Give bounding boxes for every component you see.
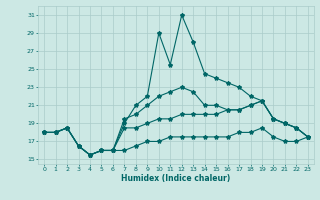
X-axis label: Humidex (Indice chaleur): Humidex (Indice chaleur) [121,174,231,183]
